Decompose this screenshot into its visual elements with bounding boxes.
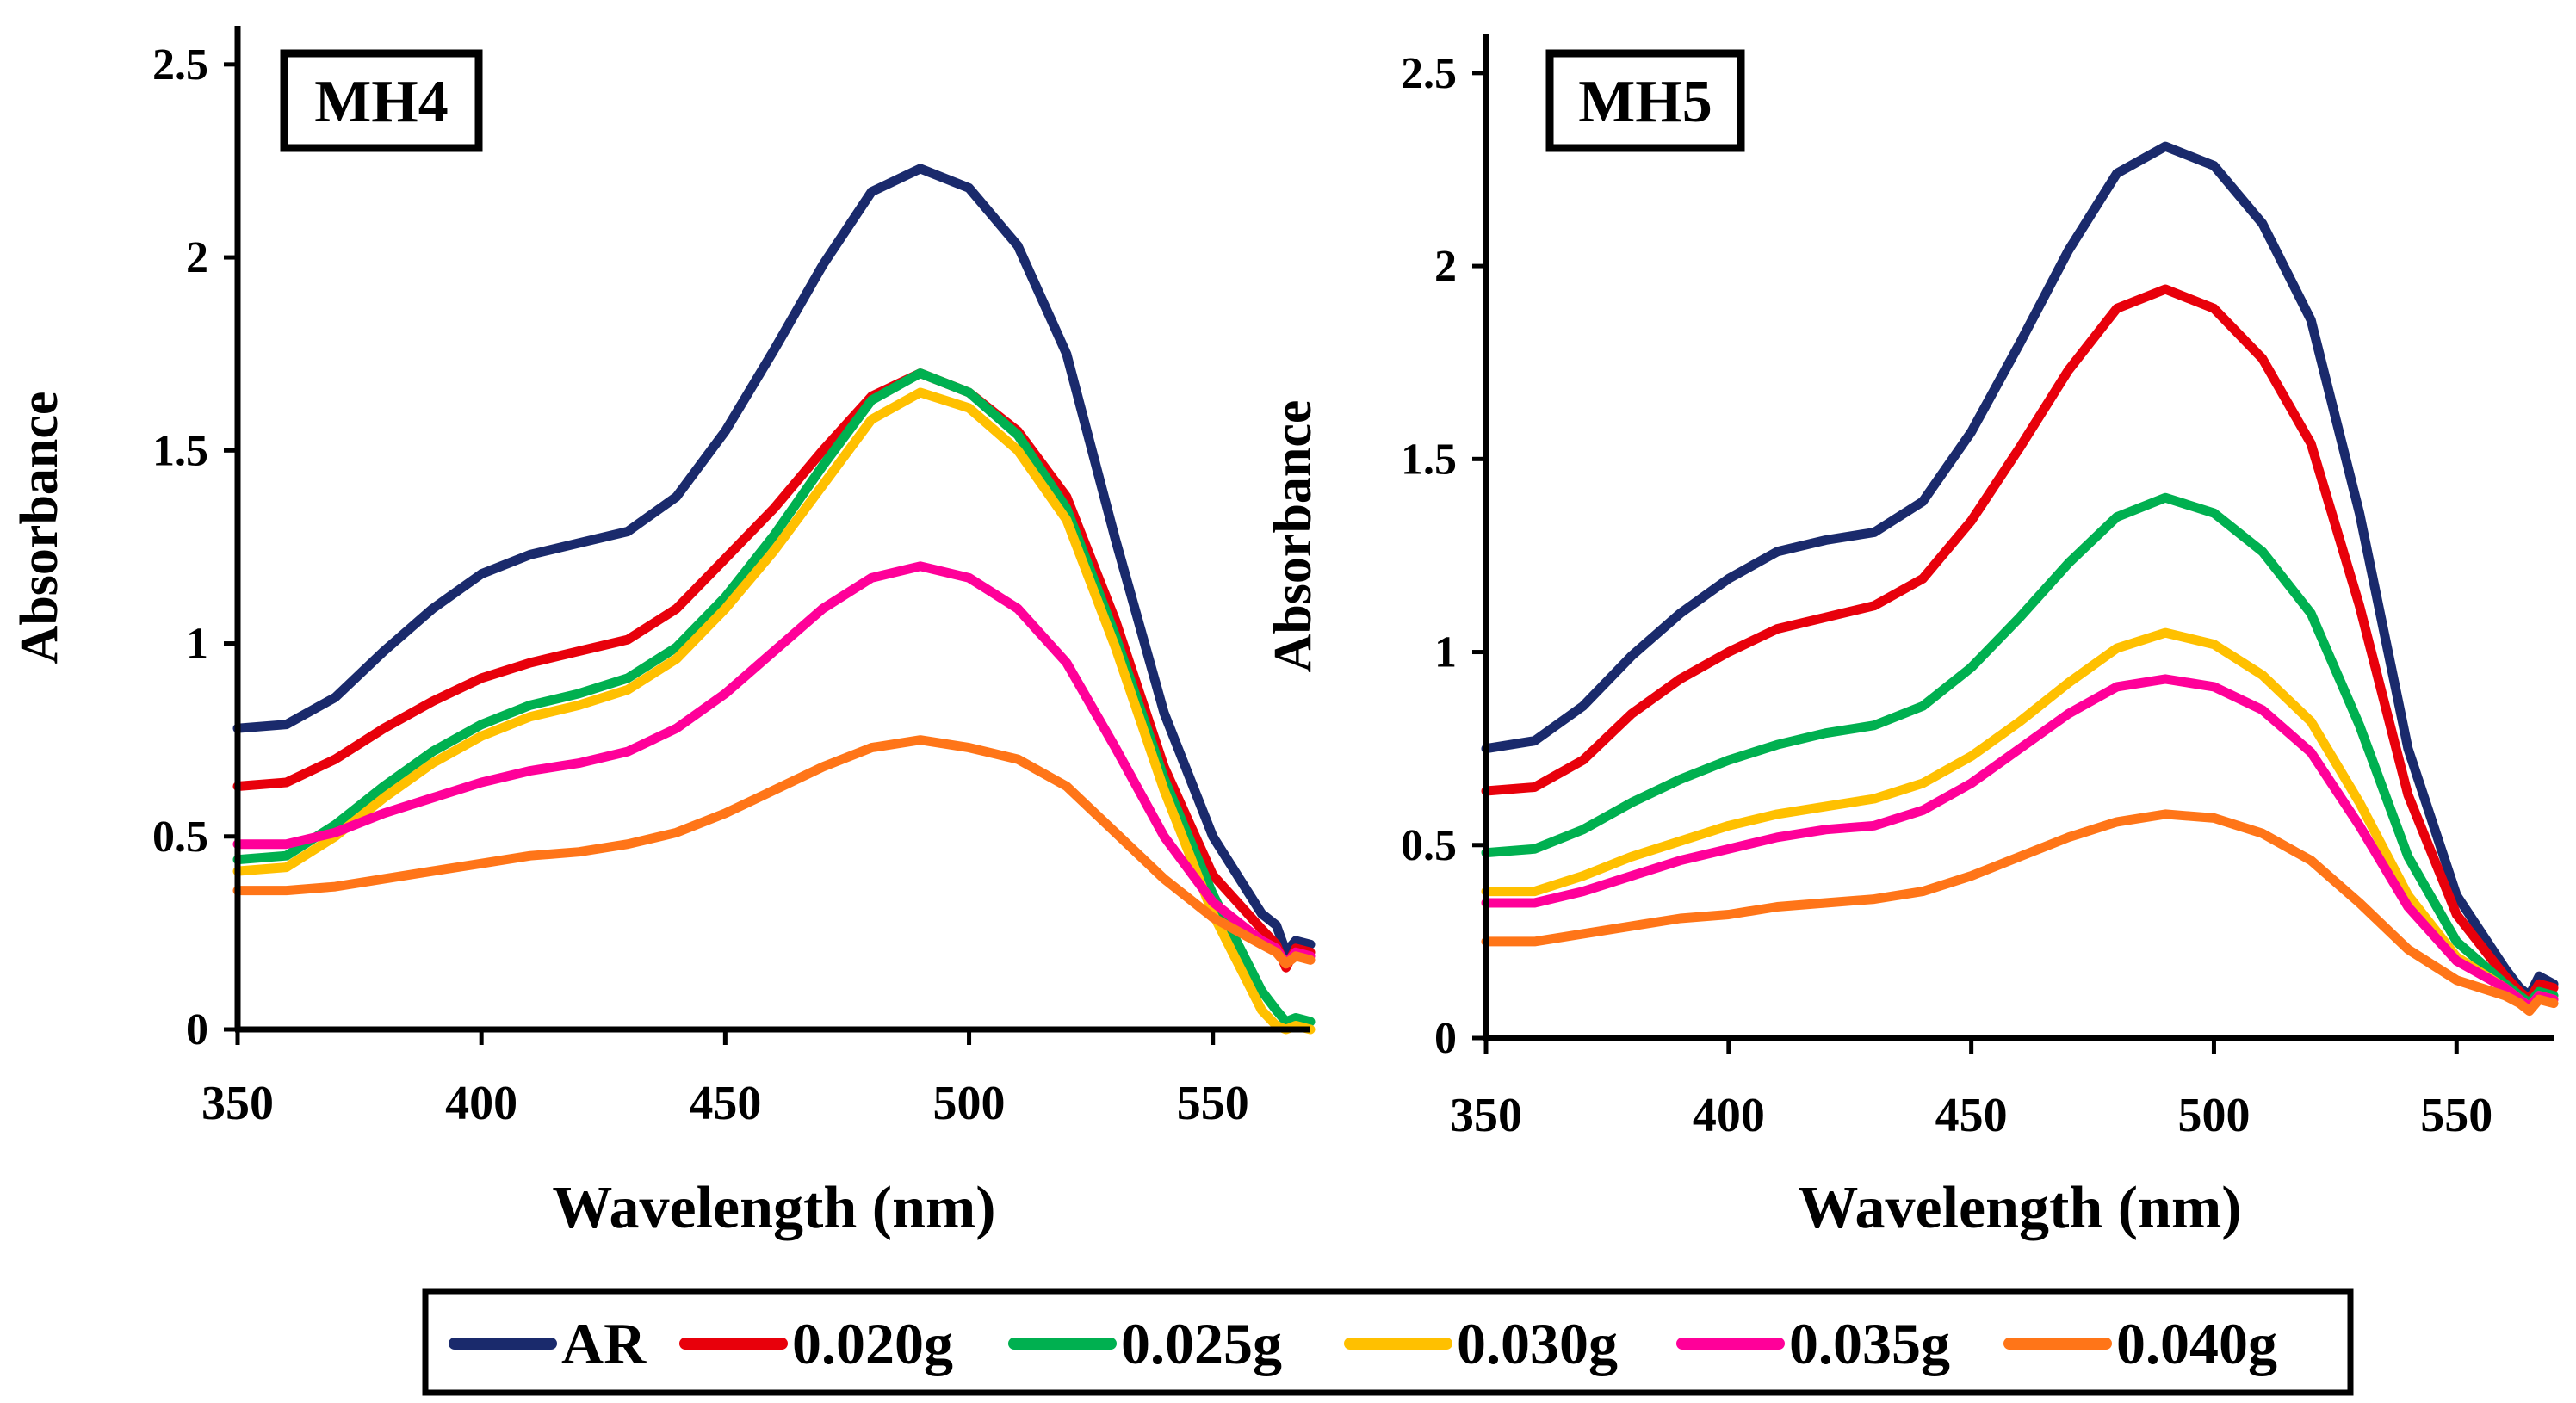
legend-label: 0.040g — [2116, 1311, 2277, 1376]
series-line-0-030g — [232, 387, 1316, 1035]
panel-title-box — [1545, 49, 1745, 152]
series-line-0-025g — [232, 368, 1316, 1027]
legend-label: 0.035g — [1789, 1311, 1950, 1376]
legend: AR 0.020g 0.025g 0.030g 0.035g 0.040g — [422, 1288, 2354, 1396]
legend-entry-0-035g: 0.035g — [1676, 1311, 1950, 1376]
series-line-ar — [232, 164, 1316, 957]
y-axis-label: Absorbance — [10, 392, 69, 664]
legend-entry-0-025g: 0.025g — [1008, 1311, 1282, 1376]
y-tick-label: 1.5 — [1401, 435, 1457, 484]
legend-entry-0-020g: 0.020g — [679, 1311, 953, 1376]
y-tick-label: 1 — [186, 620, 208, 669]
x-tick-label: 550 — [1177, 1077, 1249, 1130]
x-tick-label: 550 — [2420, 1089, 2492, 1142]
legend-label: 0.025g — [1121, 1311, 1282, 1376]
legend-entry-0-040g: 0.040g — [2003, 1311, 2277, 1376]
y-tick-label: 1.5 — [152, 426, 208, 475]
x-axis-label: Wavelength (nm) — [1798, 1175, 2241, 1241]
x-tick-label: 400 — [445, 1077, 517, 1130]
series-line-ar — [1481, 141, 2559, 1001]
x-tick-label: 350 — [201, 1077, 274, 1130]
y-tick-label: 2 — [1434, 242, 1457, 291]
x-tick-label: 400 — [1693, 1089, 1765, 1142]
panel-title: MH4 — [314, 69, 449, 135]
y-tick-label: 0.5 — [1401, 821, 1457, 870]
panel-title: MH5 — [1578, 69, 1712, 135]
x-tick-label: 500 — [2177, 1089, 2250, 1142]
series-line-0-020g — [232, 368, 1316, 973]
legend-entry-ar: AR — [449, 1311, 647, 1376]
legend-entry-0-030g: 0.030g — [1344, 1311, 1618, 1376]
legend-label: 0.030g — [1457, 1311, 1618, 1376]
series-line-0-025g — [1481, 492, 2559, 1009]
y-tick-label: 0 — [186, 1005, 208, 1054]
series-line-0-035g — [232, 561, 1316, 969]
series-line-0-040g — [1481, 809, 2559, 1017]
y-tick-label: 2 — [186, 233, 208, 282]
y-tick-label: 1 — [1434, 628, 1457, 677]
x-tick-label: 450 — [689, 1077, 761, 1130]
chart-panel-mh5: 0 0.5 1 1.5 2 2.5 350 400 450 500 550 Wavelength (n… — [1264, 34, 2559, 1241]
series-line-0-020g — [1481, 284, 2559, 1004]
x-tick-label: 350 — [1450, 1089, 1522, 1142]
y-axis-label: Absorbance — [1264, 400, 1322, 673]
y-tick-label: 0.5 — [152, 813, 208, 862]
legend-label: 0.020g — [792, 1311, 953, 1376]
x-tick-label: 500 — [933, 1077, 1006, 1130]
y-tick-label: 0 — [1434, 1014, 1457, 1063]
x-tick-label: 450 — [1935, 1089, 2008, 1142]
panel-title-box — [280, 49, 483, 152]
x-axis-label: Wavelength (nm) — [552, 1175, 995, 1241]
legend-label: AR — [561, 1311, 647, 1376]
y-tick-label: 2.5 — [152, 40, 208, 90]
y-tick-label: 2.5 — [1401, 49, 1457, 98]
series-line-0-040g — [232, 735, 1316, 969]
chart-panel-mh4: 0 0.5 1 1.5 2 2.5 350 400 450 500 550 Wavelength (n… — [10, 26, 1316, 1241]
series-line-0-035g — [1481, 674, 2559, 1012]
